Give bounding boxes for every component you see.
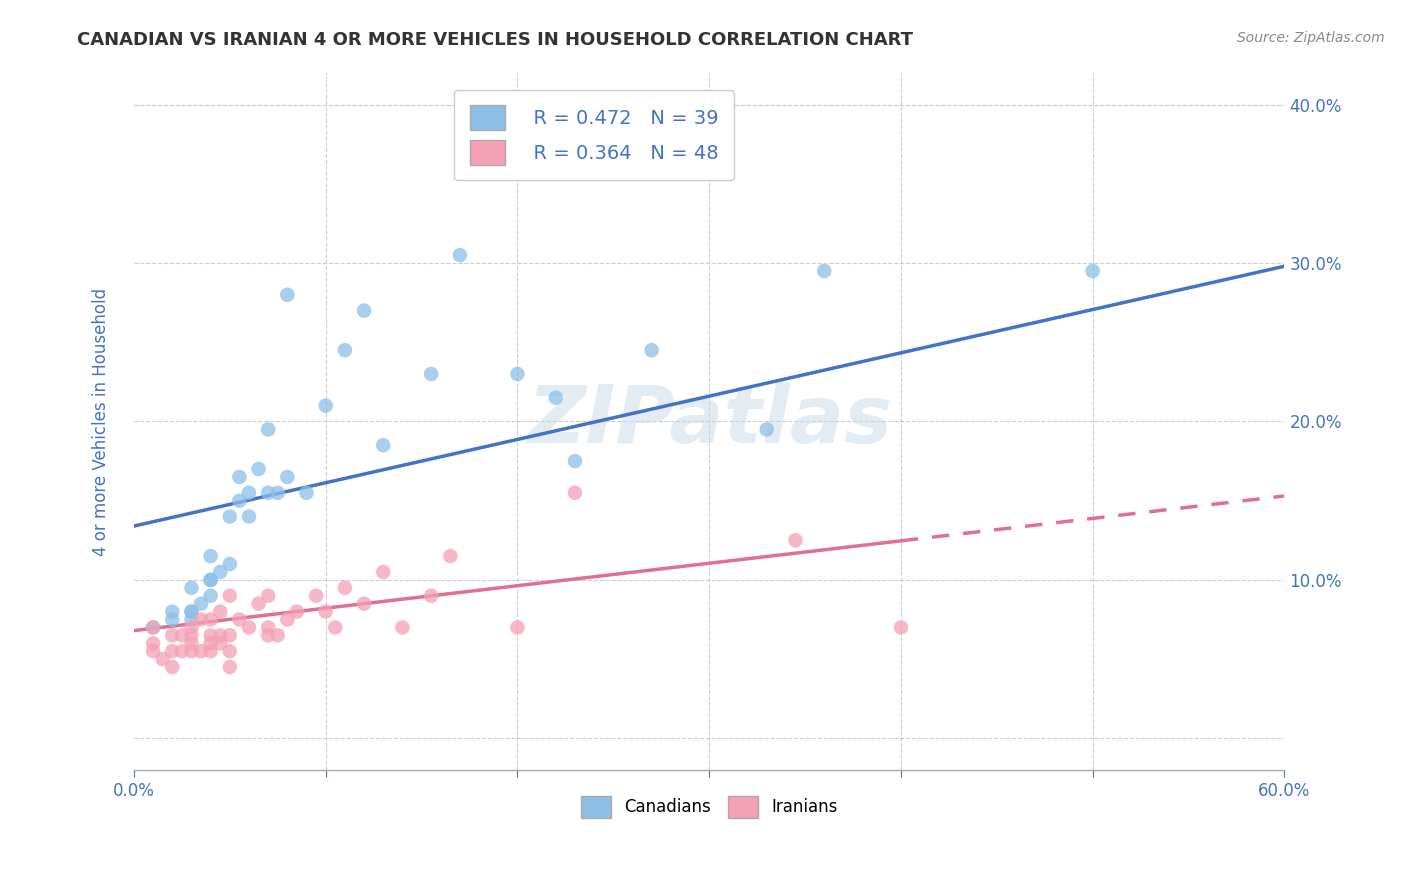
Point [276,613,298,627]
Point [209,636,232,650]
Point [218,644,240,658]
Point [373,438,395,452]
Point [180,620,202,634]
Point [218,589,240,603]
Legend: Canadians, Iranians: Canadians, Iranians [574,789,844,824]
Point [228,493,250,508]
Point [257,589,280,603]
Point [247,462,270,476]
Point [200,589,222,603]
Point [180,605,202,619]
Point [162,613,184,627]
Point [506,367,529,381]
Point [180,605,202,619]
Point [276,470,298,484]
Point [640,343,662,358]
Point [180,613,202,627]
Point [544,391,567,405]
Point [353,303,375,318]
Point [209,565,232,579]
Point [180,636,202,650]
Point [200,573,222,587]
Point [267,628,290,642]
Point [200,613,222,627]
Point [257,422,280,436]
Point [247,597,270,611]
Point [162,644,184,658]
Text: Source: ZipAtlas.com: Source: ZipAtlas.com [1237,31,1385,45]
Point [295,485,318,500]
Point [333,343,356,358]
Point [564,485,586,500]
Point [439,549,461,563]
Point [152,652,174,666]
Point [142,620,165,634]
Point [315,399,337,413]
Point [142,644,165,658]
Point [180,628,202,642]
Point [170,628,193,642]
Y-axis label: 4 or more Vehicles in Household: 4 or more Vehicles in Household [93,287,110,556]
Point [257,485,280,500]
Point [218,660,240,674]
Point [162,660,184,674]
Point [785,533,807,548]
Point [276,287,298,301]
Point [257,628,280,642]
Point [564,454,586,468]
Point [190,597,212,611]
Point [200,644,222,658]
Point [200,628,222,642]
Point [890,620,912,634]
Point [238,620,260,634]
Text: CANADIAN VS IRANIAN 4 OR MORE VEHICLES IN HOUSEHOLD CORRELATION CHART: CANADIAN VS IRANIAN 4 OR MORE VEHICLES I… [77,31,914,49]
Point [218,509,240,524]
Point [228,470,250,484]
Point [353,597,375,611]
Point [305,589,328,603]
Point [162,628,184,642]
Point [218,628,240,642]
Point [209,628,232,642]
Point [238,509,260,524]
Point [218,557,240,571]
Point [200,549,222,563]
Point [391,620,413,634]
Text: ZIPatlas: ZIPatlas [527,383,891,460]
Point [420,367,443,381]
Point [1081,264,1104,278]
Point [373,565,395,579]
Point [420,589,443,603]
Point [142,636,165,650]
Point [190,613,212,627]
Point [238,485,260,500]
Point [228,613,250,627]
Point [257,620,280,634]
Point [813,264,835,278]
Point [285,605,308,619]
Point [170,644,193,658]
Point [449,248,471,262]
Point [180,644,202,658]
Point [315,605,337,619]
Point [209,605,232,619]
Point [180,581,202,595]
Point [267,485,290,500]
Point [506,620,529,634]
Point [323,620,346,634]
Point [200,636,222,650]
Point [333,581,356,595]
Point [755,422,778,436]
Point [190,644,212,658]
Point [200,573,222,587]
Point [142,620,165,634]
Point [162,605,184,619]
